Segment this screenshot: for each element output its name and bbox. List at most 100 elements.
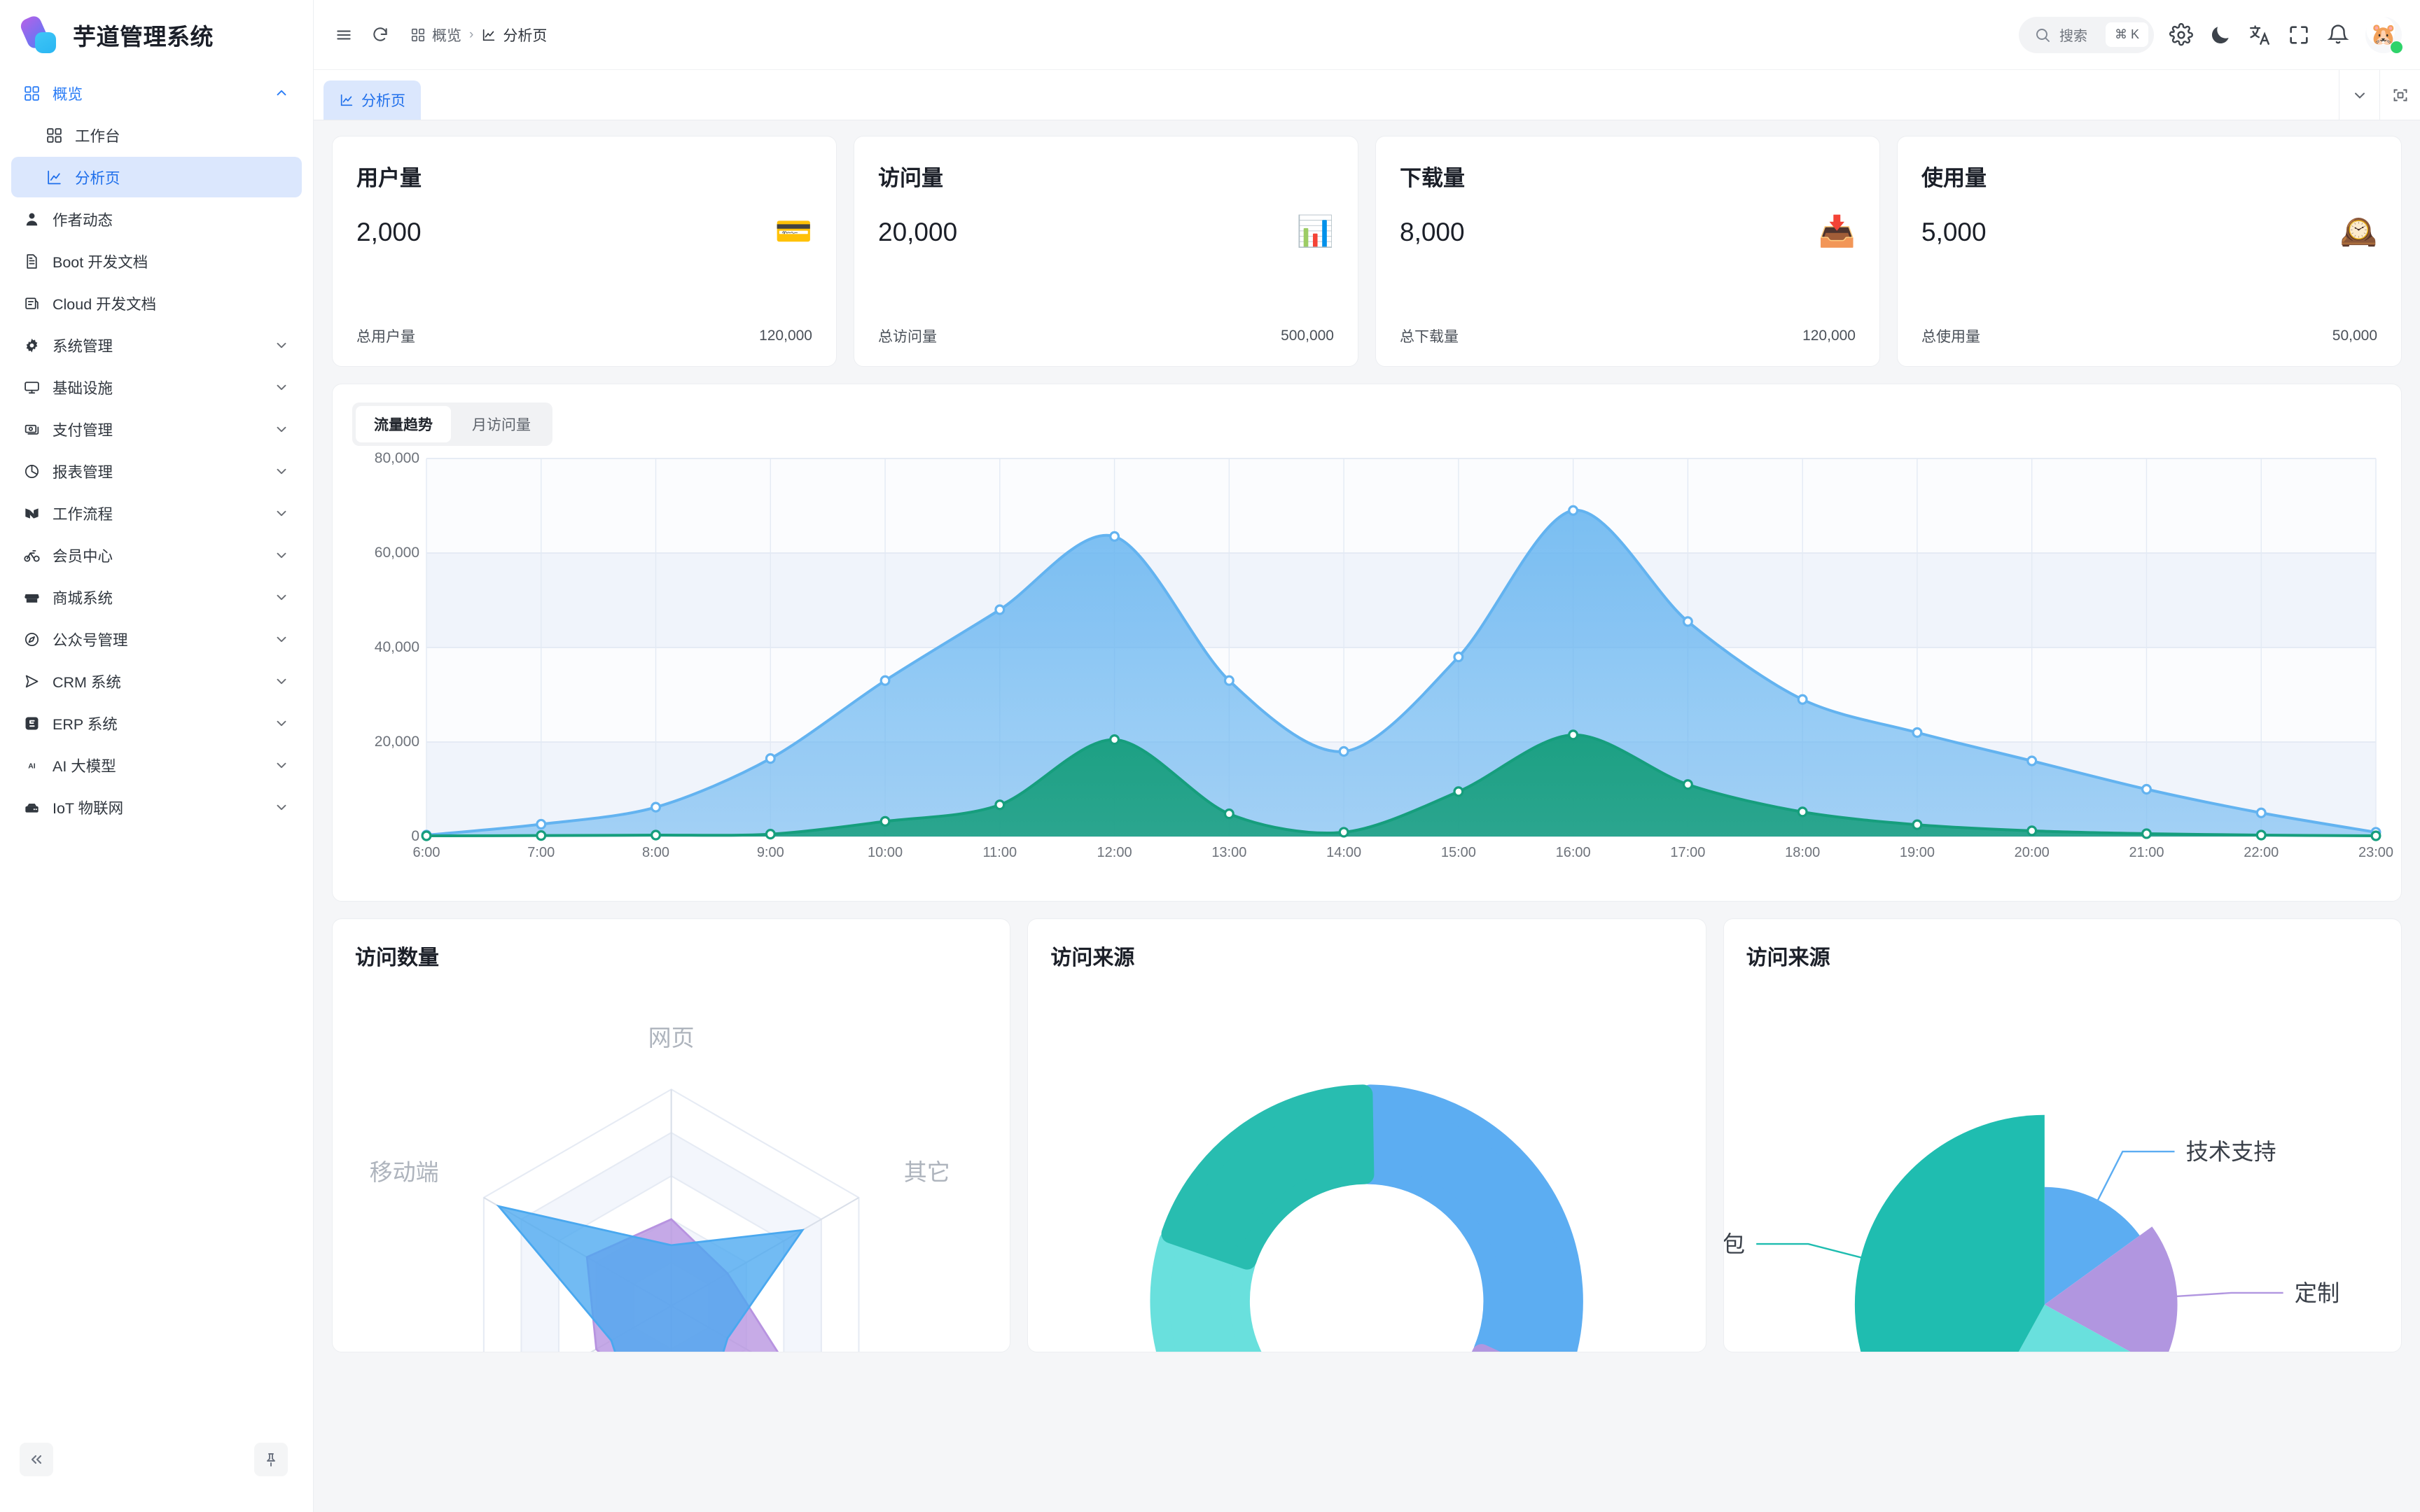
refresh-icon[interactable]: [371, 26, 389, 44]
bell-icon[interactable]: [2326, 23, 2350, 47]
x-tick-label: 15:00: [1440, 845, 1476, 860]
gear-icon[interactable]: [2169, 22, 2193, 47]
search-icon: [2034, 27, 2051, 43]
chevron-down-icon: [274, 673, 289, 689]
chevron-down-icon: [274, 421, 289, 437]
sidebar-item-3[interactable]: 作者动态: [11, 199, 302, 239]
chevron-down-icon: [274, 337, 289, 353]
stat-total-value: 50,000: [2332, 328, 2377, 344]
money-icon: [22, 420, 41, 439]
rose-svg: 技术支持定制远程外包: [1724, 1114, 2339, 1352]
breadcrumb: 概览 › 分析页: [410, 24, 547, 46]
sidebar-item-8[interactable]: 支付管理: [11, 409, 302, 449]
sidebar-item-7[interactable]: 基础设施: [11, 367, 302, 407]
stat-title: 下载量: [1400, 166, 1465, 190]
status-badge: [2391, 41, 2402, 53]
x-tick-label: 23:00: [2358, 845, 2394, 860]
sidebar-pin-button[interactable]: [254, 1443, 288, 1476]
sidebar-item-label: Boot 开发文档: [53, 253, 148, 271]
sidebar-collapse-button[interactable]: [20, 1443, 53, 1476]
translate-icon[interactable]: [2248, 23, 2272, 47]
app-logo[interactable]: 芋道管理系统: [0, 0, 313, 70]
svg-text:定制: 定制: [2294, 1280, 2339, 1306]
sidebar-item-2[interactable]: 分析页: [11, 157, 302, 197]
search-placeholder: 搜索: [2059, 29, 2087, 44]
tab-analysis[interactable]: 分析页: [324, 80, 421, 120]
user-icon: [22, 210, 41, 229]
sidebar-item-1[interactable]: 工作台: [11, 115, 302, 155]
x-tick-label: 16:00: [1555, 845, 1591, 860]
svg-text:网页: 网页: [648, 1025, 695, 1051]
expand-icon[interactable]: [2379, 70, 2420, 120]
send-icon: [22, 672, 41, 691]
sidebar-item-10[interactable]: 工作流程: [11, 493, 302, 533]
sidebar-item-17[interactable]: IoT 物联网: [11, 787, 302, 827]
search-input[interactable]: 搜索 ⌘ K: [2018, 16, 2154, 53]
breadcrumb-item-analysis[interactable]: 分析页: [481, 24, 547, 46]
chevron-down-icon: [274, 505, 289, 521]
stat-total-label: 总下载量: [1400, 329, 1459, 345]
stat-total-label: 总使用量: [1921, 329, 1980, 345]
sidebar-item-label: 工作流程: [53, 505, 113, 523]
trend-tab-traffic[interactable]: 流量趋势: [356, 406, 451, 442]
card-title: 访问来源: [1746, 946, 1830, 969]
sidebar-item-9[interactable]: 报表管理: [11, 451, 302, 491]
x-axis-labels: 6:00 7:00 8:00 9:00 10:00 11:00 12:00 13:00 14:0…: [413, 845, 2394, 873]
sidebar-item-0[interactable]: 概览: [11, 73, 302, 113]
erp-icon: [22, 714, 41, 733]
docs-stack-icon: [22, 294, 41, 313]
x-tick-label: 18:00: [1785, 845, 1821, 860]
sidebar-item-16[interactable]: AI AI 大模型: [11, 745, 302, 785]
chevron-down-icon: [274, 757, 289, 773]
logo-icon: [18, 13, 60, 55]
tab-label: 分析页: [361, 93, 405, 109]
chevron-up-icon: [274, 85, 289, 101]
search-shortcut-badge: ⌘ K: [2105, 22, 2148, 47]
sidebar-item-label: 工作台: [75, 127, 120, 145]
stat-value: 5,000: [1921, 217, 1987, 246]
bottom-chart-row: 访问数量 网页其它第三方客户端Ipad移动端 访问趋势 访问来源 搜索引擎直接访…: [332, 918, 2402, 1352]
sidebar-item-label: 公众号管理: [53, 631, 128, 649]
pie-icon: [22, 462, 41, 481]
breadcrumb-item-overview[interactable]: 概览: [410, 24, 461, 46]
sidebar-item-label: 会员中心: [53, 547, 113, 565]
breadcrumb-separator: ›: [469, 27, 474, 42]
x-tick-label: 11:00: [982, 845, 1017, 860]
hamburger-icon[interactable]: [335, 26, 353, 44]
visit-source-donut-card: 访问来源 搜索引擎直接访问邮件营销联盟广告: [1027, 918, 1706, 1352]
sidebar-item-label: 基础设施: [53, 379, 113, 397]
radar-chart: 网页其它第三方客户端Ipad移动端: [355, 971, 987, 1352]
stat-title: 使用量: [1921, 166, 1987, 190]
compass-icon: [22, 630, 41, 649]
chevron-down-icon: [274, 463, 289, 479]
header-actions: 搜索 ⌘ K 🐹: [2018, 16, 2402, 53]
svg-text:外包: 外包: [1723, 1231, 1745, 1256]
sidebar-item-label: 商城系统: [53, 589, 113, 607]
sidebar-footer: [0, 1428, 313, 1512]
sidebar-item-12[interactable]: 商城系统: [11, 577, 302, 617]
sidebar-item-11[interactable]: 会员中心: [11, 535, 302, 575]
breadcrumb-label: 分析页: [503, 27, 548, 44]
sidebar-item-14[interactable]: CRM 系统: [11, 661, 302, 701]
sidebar-menu: 概览工作台分析页 作者动态 Boot 开发文档 Cloud 开发文档 系统管理基础设施支…: [0, 70, 313, 1428]
chevron-down-icon: [274, 715, 289, 731]
radar-svg: 网页其它第三方客户端Ipad移动端: [370, 1025, 950, 1352]
top-header: 概览 › 分析页 搜索 ⌘ K 🐹: [314, 0, 2420, 70]
flow-icon: [22, 504, 41, 523]
x-tick-label: 20:00: [2014, 845, 2050, 860]
y-tick-label: 60,000: [374, 545, 419, 561]
fullscreen-icon[interactable]: [2287, 23, 2311, 47]
bike-icon: [22, 546, 41, 565]
moon-icon[interactable]: [2209, 23, 2232, 47]
sidebar-item-13[interactable]: 公众号管理: [11, 619, 302, 659]
sidebar-item-4[interactable]: Boot 开发文档: [11, 241, 302, 281]
trend-tab-monthly[interactable]: 月访问量: [472, 417, 531, 433]
chevron-down-icon: [274, 379, 289, 395]
chevron-down-icon: [274, 589, 289, 605]
svg-text:其它: 其它: [904, 1159, 950, 1185]
avatar[interactable]: 🐹: [2365, 16, 2402, 53]
sidebar-item-5[interactable]: Cloud 开发文档: [11, 283, 302, 323]
sidebar-item-15[interactable]: ERP 系统: [11, 703, 302, 743]
chevron-down-icon[interactable]: [2339, 70, 2379, 120]
sidebar-item-6[interactable]: 系统管理: [11, 325, 302, 365]
